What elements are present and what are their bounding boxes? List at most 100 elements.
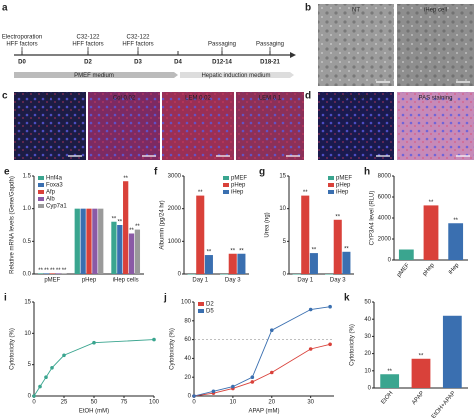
significance-label: ** xyxy=(387,369,392,375)
panel-letter: e xyxy=(4,167,10,178)
y-axis-label: Cytotoxicity (%) xyxy=(10,328,16,370)
micrograph-texture xyxy=(397,92,474,160)
medium-label: PMEF medium xyxy=(74,73,114,79)
micrograph-texture xyxy=(318,92,394,160)
data-point xyxy=(308,347,313,351)
y-tick-label: 0 xyxy=(188,394,192,400)
data-point xyxy=(44,375,48,380)
step-note: HFF factors xyxy=(122,42,153,48)
bar xyxy=(292,274,301,275)
significance-label: ** xyxy=(419,353,424,359)
y-tick-label: 1.5 xyxy=(23,174,32,180)
legend-swatch xyxy=(38,197,44,201)
x-tick-label: 30 xyxy=(307,400,314,406)
legend-swatch xyxy=(328,190,334,194)
legend-label: D2 xyxy=(206,302,214,308)
bar xyxy=(228,253,237,274)
y-axis-label: Cytotoxicity (%) xyxy=(350,324,356,366)
bar xyxy=(86,208,92,274)
y-tick-label: 5 xyxy=(283,239,287,245)
data-point xyxy=(211,389,216,394)
step-note: Electroporation xyxy=(2,35,42,41)
x-tick-label: Day 3 xyxy=(225,278,241,284)
legend-swatch xyxy=(328,176,334,180)
y-tick-label: 40 xyxy=(364,317,371,323)
y-tick-label: 10 xyxy=(279,206,286,212)
legend-label: D5 xyxy=(206,309,214,315)
bar xyxy=(309,253,318,274)
y-tick-label: 4000 xyxy=(378,216,392,222)
y-tick-label: 3000 xyxy=(168,174,182,180)
x-tick-label: pHep xyxy=(82,278,97,284)
legend-label: Alb xyxy=(46,197,55,203)
significance-label: ** xyxy=(117,220,122,226)
x-tick-label: Day 1 xyxy=(297,278,313,284)
significance-label: ** xyxy=(50,268,55,274)
step-note: C32-122 xyxy=(126,35,150,41)
significance-label: ** xyxy=(123,176,128,182)
x-tick-label: pMEF xyxy=(396,262,411,278)
y-tick-label: 50 xyxy=(364,300,371,306)
data-point xyxy=(269,370,274,375)
bar xyxy=(196,195,205,274)
y-axis-label: CYP3A4 level (RLU) xyxy=(370,191,376,246)
y-axis-label: Relative mRNA levels (Gene/Gapdh) xyxy=(10,176,16,274)
day-label: D2 xyxy=(84,60,92,66)
bar xyxy=(43,273,50,274)
bar xyxy=(187,274,196,275)
bar xyxy=(398,249,414,260)
day-label: D18-21 xyxy=(260,60,280,66)
y-tick-label: 0 xyxy=(368,386,372,392)
y-tick-label: 30 xyxy=(364,334,371,340)
y-tick-label: 0 xyxy=(178,272,182,278)
x-tick-label: iHep cells xyxy=(113,278,139,284)
bar xyxy=(134,229,141,274)
x-tick-label: 10 xyxy=(230,400,237,406)
micrograph-texture xyxy=(236,92,304,160)
legend-swatch xyxy=(328,183,334,187)
legend-swatch xyxy=(38,204,44,208)
bar xyxy=(411,358,431,388)
y-tick-label: 0 xyxy=(283,272,287,278)
x-tick-label: Day 1 xyxy=(192,278,208,284)
step-note: Passaging xyxy=(256,42,284,48)
bar xyxy=(98,208,104,274)
significance-label: ** xyxy=(453,218,458,224)
panel-letter: d xyxy=(305,91,311,102)
medium-label: Hepatic induction medium xyxy=(201,73,270,79)
x-tick-label: 75 xyxy=(121,400,128,406)
bar xyxy=(74,208,80,274)
micrograph-texture xyxy=(397,4,474,86)
legend-label: iHep xyxy=(336,190,349,196)
bar xyxy=(55,273,61,274)
x-axis-label: APAP (mM) xyxy=(248,409,279,415)
y-axis-label: Cytotoxicity (%) xyxy=(170,328,176,370)
medium-bar xyxy=(14,72,178,78)
series-line xyxy=(193,343,331,397)
bar xyxy=(301,195,310,274)
panel-letter: f xyxy=(154,167,158,178)
y-tick-label: 60 xyxy=(184,337,191,343)
series-line xyxy=(193,306,331,397)
medium-bar xyxy=(180,72,294,78)
micrograph-texture xyxy=(14,92,86,160)
panel-letter: h xyxy=(364,167,370,178)
significance-label: ** xyxy=(38,268,43,274)
timeline-arrow xyxy=(290,52,296,58)
significance-label: ** xyxy=(44,268,49,274)
data-point xyxy=(152,337,156,342)
bar xyxy=(123,181,129,274)
y-tick-label: 0 xyxy=(388,258,392,264)
significance-label: ** xyxy=(344,246,349,252)
y-tick-label: 5 xyxy=(28,362,32,368)
micrograph-texture xyxy=(162,92,234,160)
panel-letter: c xyxy=(2,91,8,102)
significance-label: ** xyxy=(198,190,203,196)
panel-letter: i xyxy=(4,293,7,304)
y-tick-label: 80 xyxy=(184,318,191,324)
day-label: D12-14 xyxy=(212,60,232,66)
data-point xyxy=(328,304,332,309)
data-point xyxy=(250,375,255,380)
tile-title: iHep cell xyxy=(424,8,447,14)
data-point xyxy=(92,340,96,345)
